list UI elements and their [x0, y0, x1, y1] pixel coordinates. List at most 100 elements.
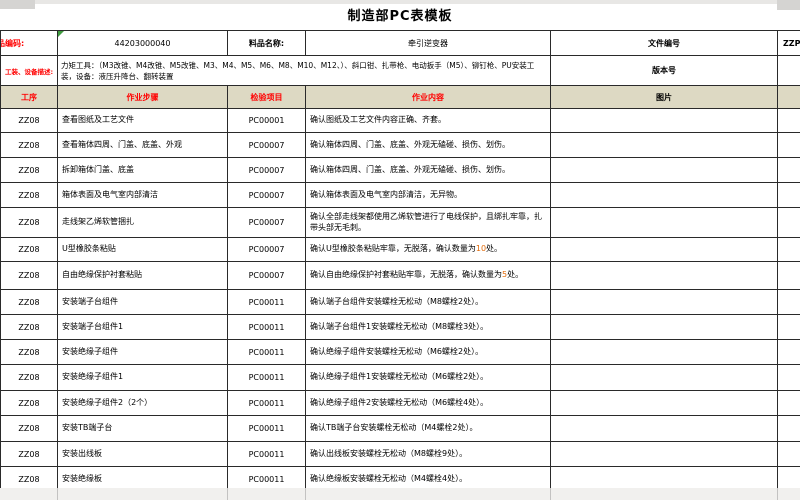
process-cell[interactable]: ZZ08	[0, 261, 58, 290]
picture-cell[interactable]	[550, 132, 778, 158]
picture-cell[interactable]	[550, 289, 778, 315]
inspection-item-cell[interactable]: PC00011	[227, 390, 306, 416]
extra-cell[interactable]	[777, 364, 800, 391]
table-row: ZZ08 安装端子台组件 PC00011 确认端子台组件安装螺栓无松动（M8螺栓…	[0, 289, 800, 315]
process-cell[interactable]: ZZ08	[0, 182, 58, 208]
picture-cell[interactable]	[550, 441, 778, 467]
content-cell[interactable]: 确认U型橡胶条粘贴牢靠，无脱落，确认数量为10处。	[305, 237, 551, 262]
picture-cell[interactable]	[550, 157, 778, 183]
content-cell[interactable]: 确认端子台组件安装螺栓无松动（M8螺栓2处）。	[305, 289, 551, 315]
inspection-item-cell[interactable]: PC00011	[227, 466, 306, 492]
content-cell[interactable]: 确认绝缘子组件2安装螺栓无松动（M6螺栓4处）。	[305, 390, 551, 416]
step-cell[interactable]: 安装端子台组件1	[57, 314, 228, 340]
process-cell[interactable]: ZZ08	[0, 415, 58, 442]
inspection-item-cell[interactable]: PC00011	[227, 415, 306, 442]
process-cell[interactable]: ZZ08	[0, 466, 58, 492]
inspection-item-cell[interactable]: PC00001	[227, 108, 306, 133]
picture-cell[interactable]	[550, 339, 778, 365]
process-cell[interactable]: ZZ08	[0, 314, 58, 340]
process-cell[interactable]: ZZ08	[0, 157, 58, 183]
process-cell[interactable]: ZZ08	[0, 289, 58, 315]
step-cell[interactable]: 自由绝缘保护衬套粘贴	[57, 261, 228, 290]
step-cell[interactable]: 走线架乙烯软管捆扎	[57, 207, 228, 238]
content-cell[interactable]: 确认箱体四周、门盖、底盖、外观无磕碰、损伤、划伤。	[305, 132, 551, 158]
extra-cell[interactable]	[777, 108, 800, 133]
content-cell[interactable]: 确认自由绝缘保护衬套粘贴牢靠，无脱落，确认数量为5处。	[305, 261, 551, 290]
picture-cell[interactable]	[550, 364, 778, 391]
content-cell[interactable]: 确认图纸及工艺文件内容正确、齐套。	[305, 108, 551, 133]
step-cell[interactable]: 箱体表面及电气室内部清洁	[57, 182, 228, 208]
picture-cell[interactable]	[550, 237, 778, 262]
extra-cell[interactable]	[777, 207, 800, 238]
content-cell[interactable]: 确认出线板安装螺栓无松动（M8螺栓9处）。	[305, 441, 551, 467]
step-cell[interactable]: 安装绝缘子组件1	[57, 364, 228, 391]
step-cell[interactable]: 安装出线板	[57, 441, 228, 467]
inspection-item-cell[interactable]: PC00007	[227, 207, 306, 238]
inspection-item-cell[interactable]: PC00011	[227, 289, 306, 315]
inspection-item-cell[interactable]: PC00011	[227, 364, 306, 391]
table-row: ZZ08 U型橡胶条粘贴 PC00007 确认U型橡胶条粘贴牢靠，无脱落，确认数…	[0, 237, 800, 262]
picture-cell[interactable]	[550, 261, 778, 290]
extra-cell[interactable]	[777, 415, 800, 442]
material-code-value-cell[interactable]: 44203000040	[57, 30, 228, 56]
extra-cell[interactable]	[777, 441, 800, 467]
table-row: ZZ08 安装绝缘子组件1 PC00011 确认绝缘子组件1安装螺栓无松动（M6…	[0, 364, 800, 391]
content-cell[interactable]: 确认端子台组件1安装螺栓无松动（M8螺栓3处）。	[305, 314, 551, 340]
step-cell[interactable]: 查看图纸及工艺文件	[57, 108, 228, 133]
process-cell[interactable]: ZZ08	[0, 108, 58, 133]
column-header-process: 工序	[0, 85, 58, 109]
content-cell[interactable]: 确认绝缘子组件1安装螺栓无松动（M6螺栓2处）。	[305, 364, 551, 391]
inspection-item-cell[interactable]: PC00011	[227, 339, 306, 365]
inspection-item-cell[interactable]: PC00007	[227, 157, 306, 183]
picture-cell[interactable]	[550, 390, 778, 416]
content-cell[interactable]: 确认箱体四周、门盖、底盖、外观无磕碰、损伤、划伤。	[305, 157, 551, 183]
page-title: 制造部PC表模板	[347, 9, 453, 24]
inspection-item-cell[interactable]: PC00007	[227, 237, 306, 262]
step-cell[interactable]: 查看箱体四周、门盖、底盖、外观	[57, 132, 228, 158]
step-cell[interactable]: 拆卸箱体门盖、底盖	[57, 157, 228, 183]
extra-cell[interactable]	[777, 390, 800, 416]
process-cell[interactable]: ZZ08	[0, 390, 58, 416]
process-cell[interactable]: ZZ08	[0, 132, 58, 158]
process-cell[interactable]: ZZ08	[0, 207, 58, 238]
extra-cell[interactable]	[777, 132, 800, 158]
step-cell[interactable]: 安装绝缘子组件	[57, 339, 228, 365]
extra-cell[interactable]	[777, 314, 800, 340]
file-number-value-cell[interactable]: ZZPC	[777, 30, 800, 56]
inspection-item-cell[interactable]: PC00007	[227, 261, 306, 290]
picture-cell[interactable]	[550, 108, 778, 133]
gridline	[305, 488, 306, 500]
inspection-item-cell[interactable]: PC00007	[227, 132, 306, 158]
step-cell[interactable]: U型橡胶条粘贴	[57, 237, 228, 262]
picture-cell[interactable]	[550, 415, 778, 442]
version-value-cell[interactable]	[777, 55, 800, 86]
extra-cell[interactable]	[777, 339, 800, 365]
extra-cell[interactable]	[777, 261, 800, 290]
inspection-item-cell[interactable]: PC00011	[227, 314, 306, 340]
process-cell[interactable]: ZZ08	[0, 237, 58, 262]
content-cell[interactable]: 确认全部走线架都使用乙烯软管进行了电线保护，且绑扎牢靠，扎带头部无毛刺。	[305, 207, 551, 238]
step-cell[interactable]: 安装端子台组件	[57, 289, 228, 315]
tooling-equipment-value-cell[interactable]: 力矩工具：（M3改锥、M4改锥、M5改锥、M3、M4、M5、M6、M8、M10、…	[57, 55, 551, 86]
process-cell[interactable]: ZZ08	[0, 339, 58, 365]
material-name-value-cell[interactable]: 牵引逆变器	[305, 30, 551, 56]
step-cell[interactable]: 安装TB端子台	[57, 415, 228, 442]
step-cell[interactable]: 安装绝缘子组件2（2个）	[57, 390, 228, 416]
extra-cell[interactable]	[777, 237, 800, 262]
content-cell[interactable]: 确认绝缘子组件安装螺栓无松动（M6螺栓2处）。	[305, 339, 551, 365]
inspection-item-cell[interactable]: PC00011	[227, 441, 306, 467]
picture-cell[interactable]	[550, 314, 778, 340]
picture-cell[interactable]	[550, 182, 778, 208]
content-cell[interactable]: 确认TB端子台安装螺栓无松动（M4螺栓2处）。	[305, 415, 551, 442]
inspection-item-cell[interactable]: PC00007	[227, 182, 306, 208]
material-code-label: 料品编码:	[2, 38, 25, 48]
extra-cell[interactable]	[777, 289, 800, 315]
content-cell[interactable]: 确认绝缘板安装螺栓无松动（M4螺栓4处）。	[305, 466, 551, 492]
extra-cell[interactable]	[777, 157, 800, 183]
extra-cell[interactable]	[777, 182, 800, 208]
content-cell[interactable]: 确认箱体表面及电气室内部清洁，无异物。	[305, 182, 551, 208]
process-cell[interactable]: ZZ08	[0, 441, 58, 467]
picture-cell[interactable]	[550, 207, 778, 238]
process-cell[interactable]: ZZ08	[0, 364, 58, 391]
